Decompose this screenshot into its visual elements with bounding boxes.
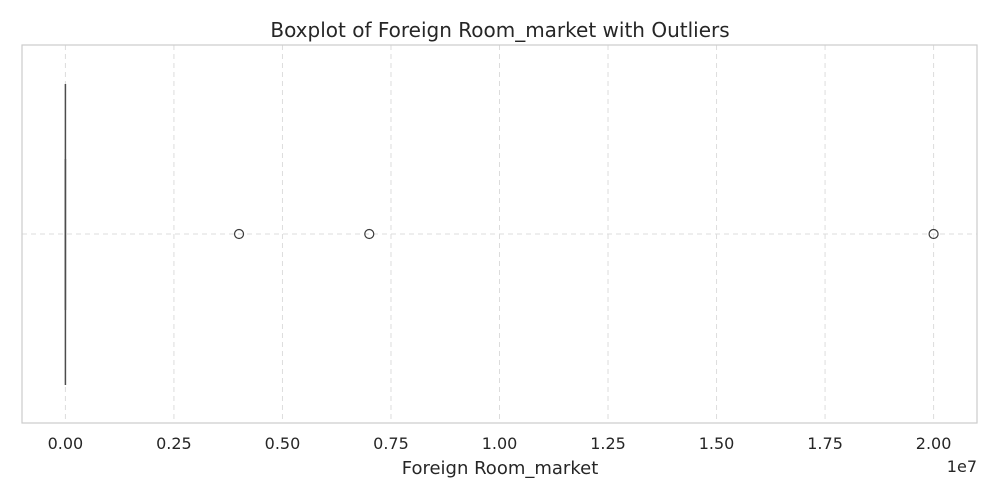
x-tick-label-4: 1.00 [482, 434, 518, 453]
x-tick-label-6: 1.50 [699, 434, 735, 453]
x-axis-exponent: 1e7 [947, 457, 977, 476]
x-tick-label-3: 0.75 [373, 434, 409, 453]
x-tick-label-0: 0.00 [48, 434, 84, 453]
outlier-points [233, 228, 939, 240]
x-tick-label-1: 0.25 [156, 434, 192, 453]
x-tick-label-7: 1.75 [807, 434, 843, 453]
x-axis-label: Foreign Room_market [402, 458, 599, 479]
grid-lines [22, 45, 977, 423]
outlier-point-0 [233, 228, 245, 240]
x-tick-label-8: 2.00 [916, 434, 952, 453]
outlier-point-1 [364, 228, 375, 240]
chart-title: Boxplot of Foreign Room_market with Outl… [270, 18, 729, 42]
outlier-point-2 [928, 228, 939, 240]
x-tick-labels: 0.00 0.25 0.50 0.75 1.00 1.25 1.50 1.75 2.00 [48, 434, 952, 453]
x-tick-label-2: 0.50 [265, 434, 301, 453]
x-tick-label-5: 1.25 [590, 434, 626, 453]
plot-frame [21, 44, 978, 424]
